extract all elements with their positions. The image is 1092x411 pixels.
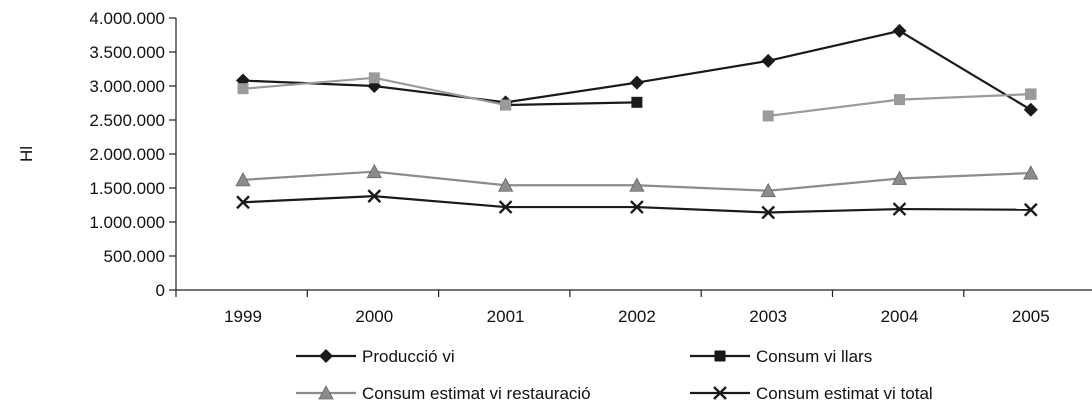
legend-item: Consum vi llars: [690, 347, 872, 366]
series-line-segment: [374, 195, 506, 209]
legend-marker-stroke-b: [713, 386, 727, 400]
x-tick-label: 2003: [749, 307, 787, 326]
data-point-stroke-b: [498, 200, 513, 214]
series-line-segment: [636, 184, 769, 192]
legend-marker: [318, 385, 334, 400]
series-line-segment: [374, 76, 506, 107]
legend-item: Consum estimat vi total: [690, 384, 933, 403]
y-tick-label: 1.000.000: [89, 213, 165, 232]
series-line-segment: [374, 170, 506, 187]
data-point: [367, 189, 382, 204]
data-point: [500, 99, 512, 111]
legend-label: Consum estimat vi restauració: [362, 384, 591, 403]
data-point: [630, 200, 644, 214]
data-point: [761, 205, 776, 220]
series-line-segment: [899, 171, 1031, 180]
series-line-segment: [767, 29, 900, 62]
data-point-stroke-b: [367, 189, 382, 204]
data-point: [891, 170, 908, 185]
data-point-stroke-b: [236, 195, 250, 210]
series-3: [236, 189, 1038, 220]
y-tick-label: 500.000: [104, 247, 165, 266]
data-point-stroke-b: [892, 202, 907, 216]
legend-label: Consum estimat vi total: [756, 384, 933, 403]
data-point: [762, 110, 774, 122]
data-point: [497, 177, 514, 192]
y-tick-label: 1.500.000: [89, 179, 165, 198]
y-tick-label: 3.500.000: [89, 43, 165, 62]
y-tick-label: 2.000.000: [89, 145, 165, 164]
data-point: [892, 202, 907, 216]
legend-item: Consum estimat vi restauració: [296, 384, 591, 403]
series-line-segment: [768, 207, 900, 214]
data-point: [631, 96, 643, 108]
series-line-segment: [898, 29, 1032, 111]
series-layer: [235, 23, 1039, 220]
legend-marker: [714, 350, 726, 362]
series-4: [237, 72, 1037, 122]
data-point: [629, 75, 644, 90]
series-line-segment: [768, 177, 900, 192]
data-point-stroke-b: [761, 205, 776, 220]
y-tick-label: 0: [156, 281, 165, 300]
legend-marker: [319, 349, 333, 363]
y-tick-label: 4.000.000: [89, 9, 165, 28]
data-point: [1023, 202, 1038, 217]
data-point: [237, 83, 249, 95]
series-line-segment: [899, 93, 1031, 101]
series-line-segment: [242, 195, 375, 204]
axes: 0 500.000 1.000.000 1.500.000 2.000.000 2.500…: [17, 9, 1092, 326]
data-point: [235, 171, 251, 187]
y-tick-label: 2.500.000: [89, 111, 165, 130]
series-line-segment: [505, 101, 637, 107]
x-tick-label: 1999: [224, 307, 262, 326]
x-tick-label: 2005: [1012, 307, 1050, 326]
data-point: [894, 94, 905, 106]
data-point: [1025, 88, 1037, 100]
series-line-segment: [899, 207, 1031, 211]
x-tick-label: 2002: [618, 307, 656, 326]
data-point: [368, 72, 380, 84]
series-line-segment: [242, 170, 375, 181]
y-tick-label: 3.000.000: [89, 77, 165, 96]
legend-item: Producció vi: [296, 347, 455, 366]
data-point: [1023, 102, 1038, 117]
data-point: [1023, 165, 1039, 180]
x-tick-label: 2004: [881, 307, 919, 326]
data-point: [760, 182, 776, 198]
data-point: [498, 200, 513, 214]
data-point: [236, 195, 250, 210]
y-axis-title: Hl: [17, 146, 36, 162]
data-point: [892, 23, 907, 38]
series-line-segment: [242, 76, 375, 90]
data-point-stroke-b: [1023, 202, 1038, 217]
data-point: [761, 53, 776, 68]
x-tick-label: 2000: [355, 307, 393, 326]
data-point: [366, 163, 382, 179]
legend-label: Consum vi llars: [756, 347, 872, 366]
legend-label: Producció vi: [362, 347, 455, 366]
series-2: [235, 163, 1039, 198]
legend-marker: [713, 386, 727, 400]
series-line-segment: [636, 59, 769, 84]
data-point-stroke-b: [630, 200, 644, 214]
series-line-segment: [636, 205, 769, 214]
x-tick-label: 2001: [487, 307, 525, 326]
data-point: [629, 177, 645, 192]
series-line-segment: [768, 98, 900, 118]
legend: Producció vi Consum vi llars Consum estima…: [296, 347, 933, 403]
series-line-segment: [505, 81, 638, 104]
